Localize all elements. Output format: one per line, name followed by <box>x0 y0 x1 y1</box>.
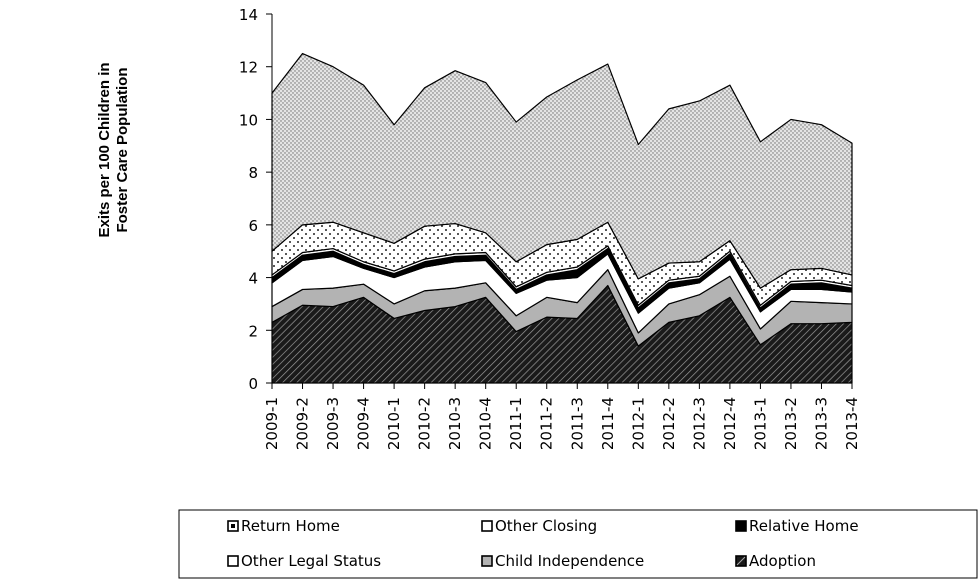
y-tick-label: 12 <box>239 59 258 77</box>
legend: Return Home Other Closing Relative Home Oth… <box>178 509 978 579</box>
plot-areas <box>271 52 853 384</box>
y-tick-label: 10 <box>239 111 258 129</box>
y-tick-label: 14 <box>239 6 258 24</box>
x-tick-label: 2013-3 <box>812 397 830 450</box>
legend-swatch <box>735 520 747 532</box>
y-axis-label-line: Exits per 100 Children in <box>96 62 113 237</box>
y-axis-ticks: 0 2 4 6 8 10 12 14 <box>239 6 272 393</box>
x-tick-label: 2009-2 <box>294 397 312 450</box>
y-tick-label: 2 <box>248 322 258 340</box>
y-tick-label: 4 <box>248 270 258 288</box>
legend-label: Other Closing <box>495 517 597 535</box>
x-tick-label: 2011-3 <box>568 397 586 450</box>
legend-label: Child Independence <box>495 552 644 570</box>
legend-label: Adoption <box>749 552 816 570</box>
x-tick-label: 2010-1 <box>385 397 403 450</box>
legend-box <box>178 509 978 579</box>
x-tick-label: 2011-1 <box>507 397 525 450</box>
y-tick-label: 8 <box>248 164 258 182</box>
legend-swatch-inner <box>231 524 235 528</box>
legend-swatch <box>227 555 239 567</box>
x-tick-label: 2010-4 <box>477 397 495 450</box>
legend-label: Relative Home <box>749 517 859 535</box>
legend-label: Other Legal Status <box>241 552 381 570</box>
x-tick-label: 2011-2 <box>538 397 556 450</box>
y-axis-label: Exits per 100 Children in Foster Care Pop… <box>96 62 131 237</box>
y-tick-label: 0 <box>248 375 258 393</box>
x-tick-label: 2011-4 <box>599 397 617 450</box>
x-axis-ticks: 2009-1 2009-2 2009-3 2009-4 2010-1 2010-2 2010… <box>263 383 861 450</box>
legend-swatch <box>481 555 493 567</box>
x-tick-label: 2009-3 <box>324 397 342 450</box>
x-tick-label: 2013-1 <box>751 397 769 450</box>
x-tick-label: 2012-1 <box>629 397 647 450</box>
legend-label: Return Home <box>241 517 340 535</box>
x-tick-label: 2010-3 <box>446 397 464 450</box>
y-tick-label: 6 <box>248 217 258 235</box>
legend-swatch <box>481 520 493 532</box>
x-tick-label: 2012-4 <box>721 397 739 450</box>
x-tick-label: 2010-2 <box>416 397 434 450</box>
x-tick-label: 2012-3 <box>690 397 708 450</box>
x-tick-label: 2013-4 <box>843 397 861 450</box>
y-axis-label-line: Foster Care Population <box>114 67 131 232</box>
axes <box>271 14 852 384</box>
x-tick-label: 2009-1 <box>263 397 281 450</box>
x-tick-label: 2013-2 <box>782 397 800 450</box>
legend-swatch-inner <box>736 556 746 566</box>
x-tick-label: 2009-4 <box>355 397 373 450</box>
area-top <box>271 52 853 289</box>
x-tick-label: 2012-2 <box>660 397 678 450</box>
